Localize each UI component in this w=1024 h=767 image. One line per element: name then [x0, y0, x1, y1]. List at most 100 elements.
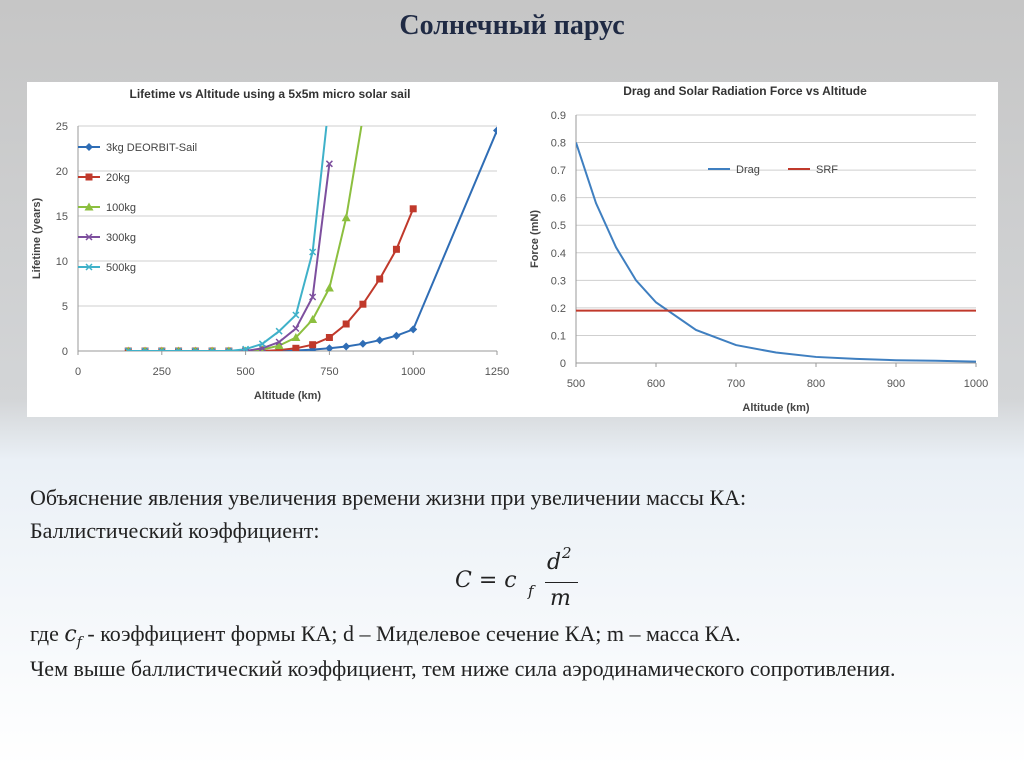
y-tick-label: 5 [62, 301, 68, 313]
marker [242, 345, 250, 351]
plot [124, 126, 497, 351]
where-prefix: где [30, 621, 59, 646]
y-tick-label: 0.2 [551, 303, 566, 315]
conclusion-text: Чем выше баллистический коэффициент, тем… [30, 656, 896, 681]
marker [84, 202, 94, 211]
formula-lhs: C = c [455, 568, 517, 593]
x-tick-label: 1250 [485, 366, 509, 378]
y-tick-label: 25 [56, 121, 68, 133]
marker [141, 347, 149, 351]
marker [275, 338, 283, 346]
where-line: где cf - коэффициент формы КА; d – Мидел… [30, 616, 1005, 660]
legend-label: SRF [816, 164, 838, 176]
series-line [128, 208, 415, 351]
marker [308, 315, 318, 323]
marker [85, 143, 93, 151]
legend-label: 100kg [106, 202, 136, 214]
marker [158, 347, 166, 351]
series-line [576, 142, 976, 363]
y-tick-label: 0 [62, 346, 68, 358]
marker [309, 248, 317, 256]
x-axis-label: Altitude (km) [254, 390, 322, 402]
marker [308, 345, 317, 351]
where-symbol: c [64, 622, 77, 647]
y-tick-label: 15 [56, 211, 68, 223]
formula-sup: 2 [562, 544, 572, 562]
x-tick-label: 250 [153, 366, 171, 378]
x-tick-label: 500 [236, 366, 254, 378]
marker [493, 126, 497, 135]
y-tick-label: 0.1 [551, 330, 566, 342]
marker [274, 341, 284, 350]
legend-label: 3kg DEORBIT-Sail [106, 142, 197, 154]
y-tick-label: 0.4 [551, 248, 566, 260]
x-tick-label: 500 [567, 378, 585, 390]
x-tick-label: 1000 [401, 366, 425, 378]
x-tick-label: 600 [647, 378, 665, 390]
marker [325, 344, 334, 351]
formula-numerator: d [547, 550, 562, 575]
marker [409, 325, 418, 334]
x-tick-label: 750 [320, 366, 338, 378]
y-tick-label: 0.9 [551, 110, 566, 122]
chart-title: Lifetime vs Altitude using a 5x5m micro … [130, 87, 411, 101]
marker [124, 347, 132, 351]
plot [576, 142, 976, 363]
label-text: Баллистический коэффициент: [30, 518, 320, 543]
where-sub: f [76, 634, 82, 651]
legend-label: 300kg [106, 232, 136, 244]
marker [225, 347, 233, 351]
charts: Lifetime vs Altitude using a 5x5m micro … [27, 82, 998, 417]
y-tick-label: 0.6 [551, 193, 566, 205]
marker [325, 334, 333, 341]
x-tick-label: 800 [807, 378, 825, 390]
marker [342, 342, 351, 351]
legend-label: Drag [736, 164, 760, 176]
y-tick-label: 0.3 [551, 275, 566, 287]
marker [275, 327, 283, 335]
marker [292, 324, 300, 333]
marker [325, 160, 333, 168]
legend-label: 500kg [106, 262, 136, 274]
marker [324, 283, 334, 292]
y-axis-label: Force (mN) [529, 210, 541, 268]
y-axis-label: Lifetime (years) [31, 198, 43, 280]
marker [341, 213, 351, 222]
marker [358, 339, 367, 348]
legend-label: 20kg [106, 172, 130, 184]
y-tick-label: 0.8 [551, 138, 566, 150]
marker [309, 293, 317, 301]
marker [375, 336, 384, 345]
y-tick-label: 0 [560, 358, 566, 370]
marker [359, 300, 367, 308]
chart-panel [27, 82, 998, 417]
x-tick-label: 1000 [964, 378, 988, 390]
chart-title: Drag and Solar Radiation Force vs Altitu… [623, 84, 867, 98]
marker [342, 320, 350, 328]
intro-text: Объяснение явления увеличения времени жи… [30, 485, 747, 510]
marker [191, 347, 199, 351]
marker [208, 347, 216, 351]
x-axis-label: Altitude (km) [742, 402, 810, 414]
marker [175, 347, 183, 351]
marker [85, 173, 93, 181]
formula-sub: f [528, 582, 534, 600]
marker [376, 275, 384, 283]
marker [292, 344, 300, 351]
series-line [128, 126, 363, 351]
x-tick-label: 900 [887, 378, 905, 390]
y-tick-label: 0.7 [551, 165, 566, 177]
slide-title: Солнечный парус [399, 10, 625, 41]
x-tick-label: 700 [727, 378, 745, 390]
y-tick-label: 0.5 [551, 220, 566, 232]
marker [392, 245, 400, 253]
where-rest: - коэффициент формы КА; d – Миделевое се… [87, 621, 741, 646]
marker [291, 333, 301, 341]
marker [409, 205, 417, 213]
marker [258, 340, 266, 348]
marker [85, 263, 93, 271]
y-tick-label: 10 [56, 256, 68, 268]
formula-denominator: m [550, 586, 571, 611]
marker [85, 233, 93, 241]
